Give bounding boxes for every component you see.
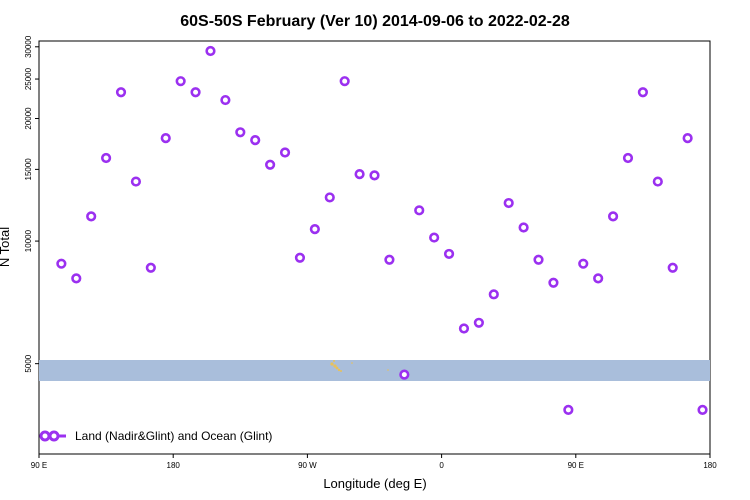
x-tick-label: 180 bbox=[703, 461, 717, 470]
data-point bbox=[473, 317, 484, 328]
x-tick-label: 90 E bbox=[568, 461, 584, 470]
data-point bbox=[324, 192, 335, 203]
y-tick-label: 25000 bbox=[24, 67, 33, 90]
data-point bbox=[71, 273, 82, 284]
data-point bbox=[369, 170, 380, 181]
data-point bbox=[175, 76, 186, 87]
data-point bbox=[622, 152, 634, 164]
data-point bbox=[503, 197, 514, 209]
y-tick-label: 20000 bbox=[24, 107, 33, 130]
data-point bbox=[160, 133, 171, 144]
data-point bbox=[443, 248, 455, 260]
data-point bbox=[309, 224, 320, 235]
data-point bbox=[339, 76, 350, 87]
data-point bbox=[294, 252, 306, 263]
data-point bbox=[250, 135, 261, 146]
x-tick-label: 90 E bbox=[31, 461, 47, 470]
legend: Land (Nadir&Glint) and Ocean (Glint) bbox=[39, 429, 272, 443]
data-point bbox=[429, 232, 440, 243]
x-tick-label: 180 bbox=[167, 461, 181, 470]
data-point bbox=[235, 127, 246, 138]
data-point bbox=[458, 323, 470, 334]
y-tick-label: 5000 bbox=[24, 354, 33, 372]
x-axis-title: Longitude (deg E) bbox=[323, 476, 426, 491]
y-tick-label: 15000 bbox=[24, 158, 33, 181]
x-tick-label: 0 bbox=[439, 461, 444, 470]
data-point bbox=[563, 404, 574, 415]
data-point bbox=[488, 289, 499, 300]
legend-marker bbox=[48, 430, 60, 442]
data-points bbox=[56, 45, 708, 415]
data-point bbox=[86, 211, 97, 222]
data-point bbox=[115, 87, 127, 98]
y-tick-label: 10000 bbox=[24, 229, 33, 252]
data-point bbox=[56, 258, 67, 269]
data-point bbox=[399, 369, 410, 380]
y-tick-label: 30000 bbox=[24, 35, 33, 58]
data-point bbox=[384, 254, 395, 265]
data-point bbox=[637, 87, 649, 98]
data-point bbox=[533, 254, 544, 265]
legend-marker bbox=[39, 430, 51, 442]
data-point bbox=[130, 176, 142, 187]
data-point bbox=[354, 169, 365, 180]
data-point bbox=[145, 262, 156, 273]
y-axis-title: N Total bbox=[0, 227, 12, 267]
data-point bbox=[100, 152, 112, 164]
data-point bbox=[414, 205, 425, 216]
legend-label: Land (Nadir&Glint) and Ocean (Glint) bbox=[75, 429, 272, 443]
map-band bbox=[39, 360, 710, 381]
land-specks bbox=[330, 360, 389, 372]
data-point bbox=[578, 258, 589, 269]
x-axis: 90 E 180 90 W 0 90 E 180 bbox=[31, 454, 717, 470]
x-tick-label: 90 W bbox=[298, 461, 317, 470]
y-axis: 5000 10000 15000 20000 25000 30000 bbox=[24, 35, 39, 373]
data-point bbox=[190, 87, 201, 98]
data-point bbox=[652, 176, 663, 187]
data-point bbox=[607, 211, 619, 222]
data-point bbox=[265, 159, 276, 170]
data-point bbox=[548, 277, 559, 288]
data-point bbox=[593, 273, 604, 284]
data-point bbox=[667, 262, 678, 273]
plot-frame bbox=[38, 40, 711, 455]
data-point bbox=[682, 133, 693, 144]
chart-title: 60S-50S February (Ver 10) 2014-09-06 to … bbox=[180, 13, 570, 30]
data-point bbox=[220, 94, 231, 106]
data-point bbox=[279, 147, 291, 158]
data-point bbox=[518, 222, 529, 233]
data-point bbox=[697, 404, 708, 415]
data-point bbox=[205, 45, 216, 57]
